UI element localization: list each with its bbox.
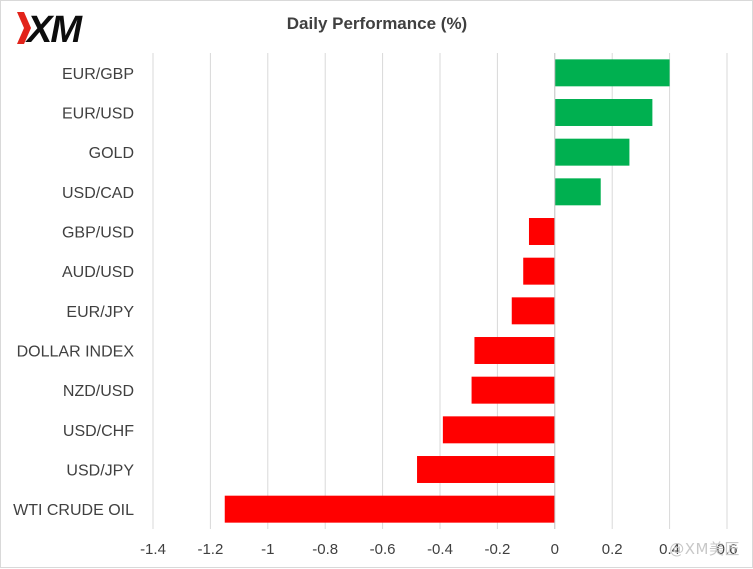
logo-text: XM bbox=[25, 9, 83, 49]
x-tick-label: 0.6 bbox=[717, 541, 738, 558]
x-tick-label: -1.2 bbox=[197, 541, 223, 558]
bar-eur-jpy bbox=[511, 297, 555, 325]
bar-gold bbox=[554, 138, 630, 166]
bar-eur-usd bbox=[554, 99, 653, 126]
category-label: GOLD bbox=[89, 145, 134, 162]
category-label: USD/CHF bbox=[63, 423, 134, 440]
x-tick-label: -1 bbox=[261, 541, 274, 558]
chart-title: Daily Performance (%) bbox=[286, 14, 468, 33]
bar-usd-chf bbox=[442, 416, 555, 444]
category-label: DOLLAR INDEX bbox=[17, 344, 135, 361]
category-label: EUR/GBP bbox=[62, 66, 134, 83]
category-label: USD/CAD bbox=[62, 185, 134, 202]
x-tick-label: 0.2 bbox=[602, 541, 623, 558]
category-label: NZD/USD bbox=[63, 383, 134, 400]
bar-wti-crude-oil bbox=[224, 495, 555, 523]
logo-accent-stroke bbox=[17, 12, 31, 44]
bar-nzd-usd bbox=[471, 376, 555, 404]
x-tick-label: -0.2 bbox=[484, 541, 510, 558]
bar-dollar-index bbox=[474, 337, 555, 364]
x-tick-label: -0.4 bbox=[427, 541, 453, 558]
bar-aud-usd bbox=[523, 257, 555, 285]
bar-eur-gbp bbox=[554, 59, 670, 87]
xm-logo: XM bbox=[17, 9, 85, 49]
x-tick-label: -0.6 bbox=[370, 541, 396, 558]
category-label: AUD/USD bbox=[62, 264, 134, 281]
bar-usd-cad bbox=[554, 178, 601, 206]
x-tick-label: -0.8 bbox=[312, 541, 338, 558]
x-tick-label: 0 bbox=[551, 541, 559, 558]
category-label: EUR/USD bbox=[62, 106, 134, 123]
x-tick-label: -1.4 bbox=[140, 541, 166, 558]
category-label: WTI CRUDE OIL bbox=[13, 502, 134, 519]
watermark-text: @XM美匠 bbox=[669, 540, 740, 558]
category-label: GBP/USD bbox=[62, 225, 134, 242]
bar-gbp-usd bbox=[528, 218, 555, 245]
x-tick-label: 0.4 bbox=[659, 541, 680, 558]
category-label: USD/JPY bbox=[66, 463, 134, 480]
category-label: EUR/JPY bbox=[66, 304, 134, 321]
bar-usd-jpy bbox=[417, 456, 555, 483]
